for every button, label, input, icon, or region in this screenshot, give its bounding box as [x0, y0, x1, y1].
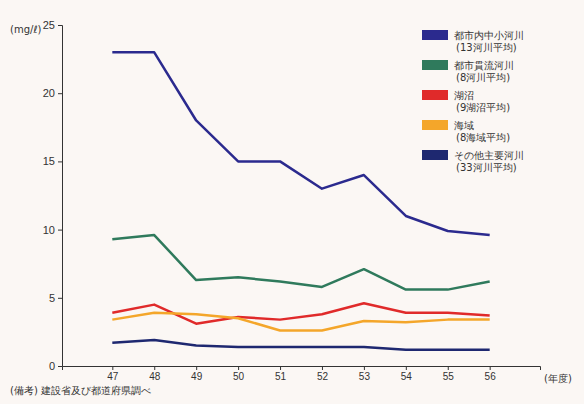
y-tick-mark [58, 230, 62, 231]
x-tick-mark [280, 366, 281, 370]
x-tick: 49 [191, 366, 203, 382]
x-tick-mark [448, 366, 449, 370]
note: (備考) 建設省及び都道府県調べ [10, 385, 151, 396]
y-tick-label: 20 [43, 87, 55, 99]
x-tick: 48 [149, 366, 161, 382]
x-tick-label: 50 [233, 371, 245, 382]
legend-swatch [422, 30, 448, 40]
legend-label: 都市内中小河川(13河川平均) [454, 30, 524, 53]
x-tick-mark [490, 366, 491, 370]
y-axis: 0 5 10 15 20 25 [43, 19, 63, 372]
legend-swatch [422, 120, 448, 130]
legend-swatch [422, 60, 448, 70]
x-tick-label: 47 [107, 371, 119, 382]
y-tick: 0 [49, 360, 62, 372]
y-tick-label: 15 [43, 155, 55, 167]
y-axis-line [58, 26, 63, 367]
y-tick-label: 5 [49, 292, 55, 304]
x-axis-line [63, 367, 541, 371]
x-tick: 53 [359, 366, 371, 382]
x-axis-title: (年度) [544, 373, 572, 384]
plot-area [112, 52, 489, 349]
x-tick-mark [154, 366, 155, 370]
y-tick: 5 [49, 292, 62, 304]
x-tick: 50 [233, 366, 245, 382]
x-tick: 51 [275, 366, 287, 382]
y-tick-label: 0 [49, 360, 55, 372]
x-tick-label: 55 [443, 371, 455, 382]
y-tick: 15 [43, 155, 62, 167]
legend-label: 都市貫流河川(8河川平均) [454, 60, 514, 83]
x-tick-label: 53 [359, 371, 371, 382]
x-tick-mark [406, 366, 407, 370]
y-tick-mark [58, 93, 62, 94]
y-tick-mark [58, 161, 62, 162]
y-tick-mark [58, 366, 62, 367]
y-tick-label: 10 [43, 224, 55, 236]
series-line [112, 340, 489, 350]
series-line [112, 313, 489, 331]
y-tick-mark [58, 25, 62, 26]
x-tick: 52 [317, 366, 329, 382]
series-line [112, 235, 489, 290]
x-tick-mark [238, 366, 239, 370]
y-tick: 10 [43, 224, 62, 236]
x-tick-label: 52 [317, 371, 329, 382]
y-tick-label: 25 [43, 19, 55, 31]
y-tick: 20 [43, 87, 62, 99]
y-tick-mark [58, 298, 62, 299]
x-tick-label: 49 [191, 371, 203, 382]
x-tick-label: 54 [401, 371, 413, 382]
series-line [112, 52, 489, 235]
x-axis: 47 48 49 50 51 52 53 54 55 56 [63, 366, 541, 382]
legend-swatch [422, 90, 448, 100]
x-tick: 47 [107, 366, 119, 382]
x-tick-label: 51 [275, 371, 287, 382]
legend-label: 湖沼(9湖沼平均) [454, 90, 510, 113]
x-tick: 54 [401, 366, 413, 382]
chart: 0 5 10 15 20 25 47 48 49 50 51 52 53 54 55 56 (mg/ℓ) (年度)… [0, 0, 584, 404]
x-tick-label: 56 [485, 371, 497, 382]
x-tick-mark [196, 366, 197, 370]
x-tick-mark [112, 366, 113, 370]
y-axis-title: (mg/ℓ) [10, 24, 41, 35]
x-tick-mark [322, 366, 323, 370]
legend-swatch [422, 150, 448, 160]
legend-label: 海域(8海域平均) [454, 120, 510, 143]
y-tick: 25 [43, 19, 62, 31]
legend: 都市内中小河川(13河川平均) 都市貫流河川(8河川平均) 湖沼(9湖沼平均) 海域(… [422, 30, 524, 173]
x-tick: 56 [485, 366, 497, 382]
x-tick: 55 [443, 366, 455, 382]
x-tick-mark [364, 366, 365, 370]
x-tick-label: 48 [149, 371, 161, 382]
legend-label: その他主要河川(33河川平均) [454, 150, 524, 173]
